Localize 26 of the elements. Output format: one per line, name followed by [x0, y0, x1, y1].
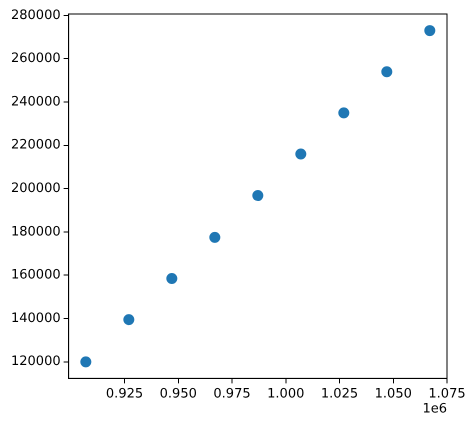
x-tick-label: 0.925	[106, 386, 144, 402]
y-tick-label: 160000	[10, 268, 61, 283]
x-tick-label: 1.050	[374, 386, 412, 402]
point	[381, 66, 392, 78]
point	[295, 148, 306, 160]
point	[252, 190, 264, 202]
y-tick-label: 260000	[10, 51, 61, 66]
x-tick-label: 0.975	[213, 386, 251, 402]
y-tick-label: 200000	[10, 180, 61, 196]
y-tick-label: 280000	[10, 8, 61, 23]
text: 1e6	[422, 401, 447, 416]
point	[424, 25, 436, 36]
x-tick-label: 1.000	[267, 386, 304, 402]
point	[80, 356, 92, 368]
point	[166, 272, 178, 284]
y-tick-label: 220000	[10, 138, 61, 153]
x-tick-label: 0.950	[160, 386, 197, 402]
y-tick-label: 140000	[10, 310, 61, 326]
y-tick-label: 240000	[10, 94, 61, 110]
x-tick-label: 1.025	[320, 386, 358, 402]
x-tick-label: 1.075	[428, 386, 466, 402]
point	[338, 107, 350, 118]
y-tick-label: 180000	[10, 224, 61, 240]
y-tick-label: 120000	[10, 354, 61, 370]
point	[123, 314, 134, 326]
point	[209, 232, 220, 243]
